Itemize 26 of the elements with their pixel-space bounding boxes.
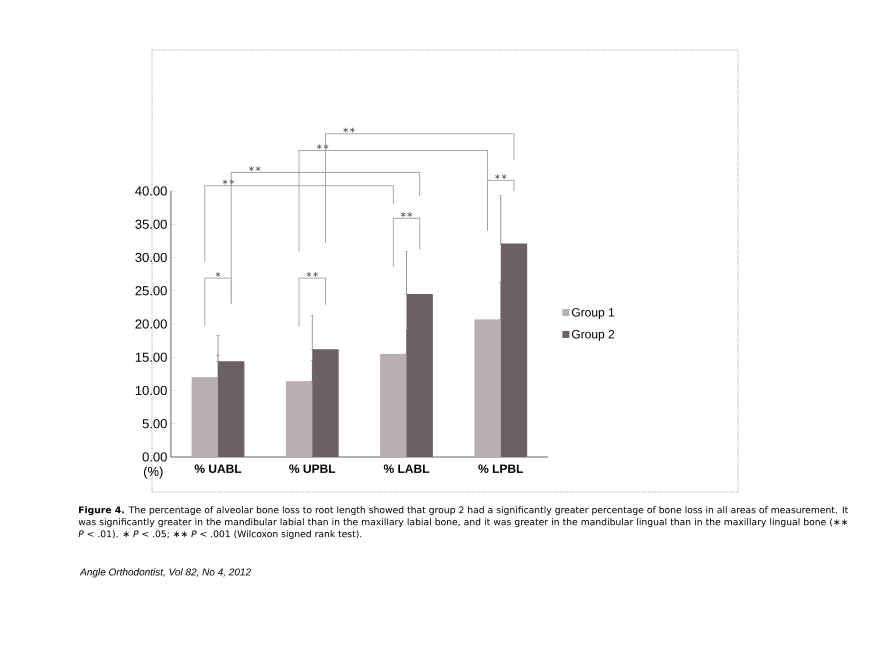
text: ∗∗: [222, 179, 234, 184]
annotation: ∗∗: [306, 272, 318, 277]
text: ∗∗: [316, 144, 328, 150]
text: ∗∗: [249, 166, 260, 172]
y-axis-title: (%): [144, 466, 163, 479]
y-tick-label: 25.00: [135, 286, 167, 296]
y-tick-label: 0.00: [142, 452, 167, 462]
y-tick-label: 35.00: [135, 220, 167, 229]
x-tick-label: % LPBL: [478, 464, 524, 473]
y-tick-label: 15.00: [136, 352, 167, 362]
x-tick-label: % UPBL: [289, 464, 336, 473]
y-tick-label: 10.00: [136, 386, 167, 396]
text: Figure 4. The percentage of alveolar bone loss to root length showed that group 2 had a significantly greater percentage of bone loss in all areas of measurement. It was significantly greater in the mandibular labial than in the maxillary labial bone, and it was greater in the mandibular lingual than in the maxillary lingual bone (∗∗ P < .01). ∗ P < .05; ∗∗ P < .001 (Wilcoxon signed rank test).: [78, 506, 848, 540]
y-tick-label: 5.00: [142, 419, 167, 428]
y-tick-label: 20.00: [135, 319, 167, 329]
annotation: ∗∗: [400, 212, 412, 218]
annotation: ∗: [216, 272, 220, 277]
y-tick-label: 40.00: [135, 186, 167, 196]
legend-label: Group 1: [572, 308, 614, 319]
x-tick-label: % UABL: [194, 464, 242, 473]
text: ∗∗: [495, 174, 506, 180]
y-tick-label: 30.00: [135, 252, 167, 262]
legend-label: Group 2: [572, 330, 614, 341]
text: ∗∗: [343, 128, 355, 133]
x-tick-label: % LABL: [384, 464, 430, 473]
text: Angle Orthodontist, Vol 82, No 4, 2012: [80, 568, 251, 578]
